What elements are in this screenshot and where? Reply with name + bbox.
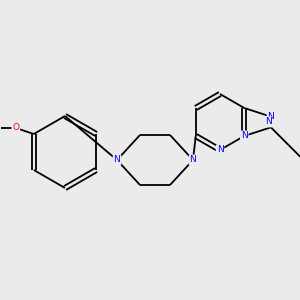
Text: O: O: [12, 124, 19, 133]
Text: N: N: [241, 131, 247, 140]
Text: N: N: [217, 146, 224, 154]
Text: N: N: [190, 155, 196, 164]
Text: N: N: [268, 112, 274, 121]
Text: N: N: [265, 118, 272, 127]
Text: N: N: [114, 155, 120, 164]
